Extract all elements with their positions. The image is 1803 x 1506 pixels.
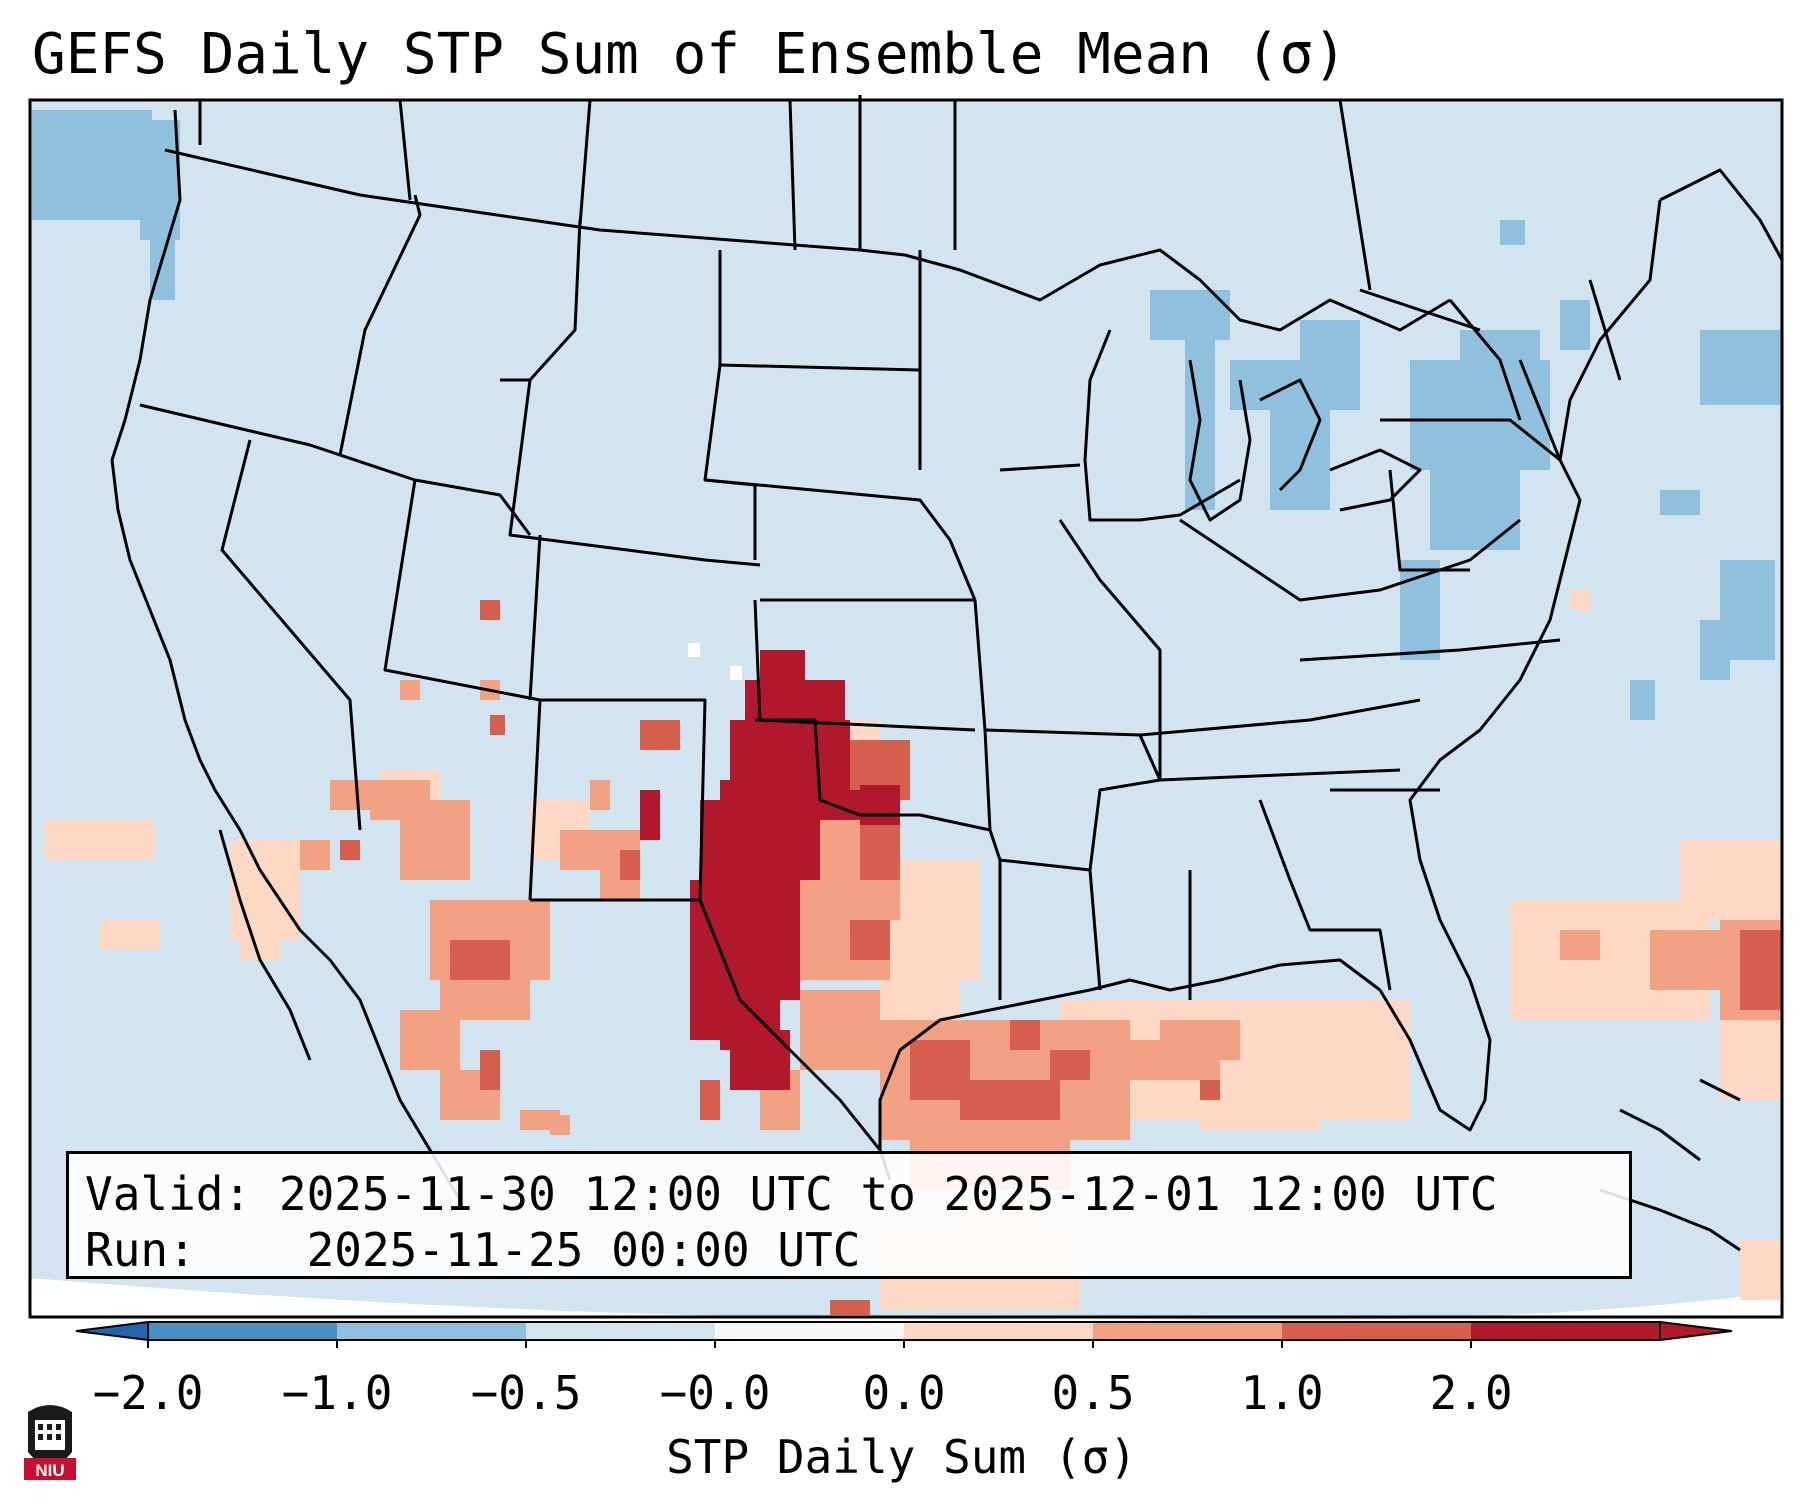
colorbar-bin	[904, 1322, 1093, 1340]
valid-value: 2025-11-30 12:00 UTC to 2025-12-01 12:00…	[278, 1167, 1498, 1221]
colorbar-bin	[526, 1322, 715, 1340]
colorbar-tick-label: −0.5	[470, 1366, 582, 1420]
niu-logo-icon: NIU	[24, 1405, 76, 1480]
colorbar-bin	[337, 1322, 526, 1340]
logo-text: NIU	[35, 1461, 64, 1480]
strong-positive-cells	[340, 600, 1782, 1315]
colorbar-tick-label: −0.0	[659, 1366, 771, 1420]
colorbar-bin	[715, 1322, 904, 1340]
run-value: 2025-11-25 00:00 UTC	[306, 1223, 861, 1277]
run-label: Run:	[85, 1223, 196, 1277]
map-frame	[28, 98, 1784, 1319]
colorbar-tick-label: 1.0	[1240, 1366, 1324, 1420]
maximum-positive-cells	[640, 650, 900, 1090]
colorbar-tick-label: 2.0	[1429, 1366, 1513, 1420]
valid-run-info-box: Valid: 2025-11-30 12:00 UTC to 2025-12-0…	[66, 1151, 1632, 1279]
colorbar-bin	[1282, 1322, 1471, 1340]
colorbar-under-arrow	[75, 1320, 149, 1342]
chart-title: GEFS Daily STP Sum of Ensemble Mean (σ)	[32, 22, 1347, 87]
colorbar-tick-label: −1.0	[281, 1366, 393, 1420]
colorbar-label: STP Daily Sum (σ)	[666, 1430, 1137, 1484]
colorbar	[75, 1320, 1733, 1348]
valid-label: Valid:	[85, 1167, 252, 1221]
colorbar-bin	[148, 1322, 337, 1340]
colorbar-tick-label: 0.5	[1051, 1366, 1135, 1420]
colorbar-bin	[1093, 1322, 1282, 1340]
colorbar-tick-label: 0.0	[862, 1366, 946, 1420]
colorbar-bin	[1471, 1322, 1660, 1340]
colorbar-tick-label: −2.0	[92, 1366, 204, 1420]
colorbar-over-arrow	[1659, 1320, 1733, 1342]
state-and-coast-lines	[110, 95, 1784, 1252]
